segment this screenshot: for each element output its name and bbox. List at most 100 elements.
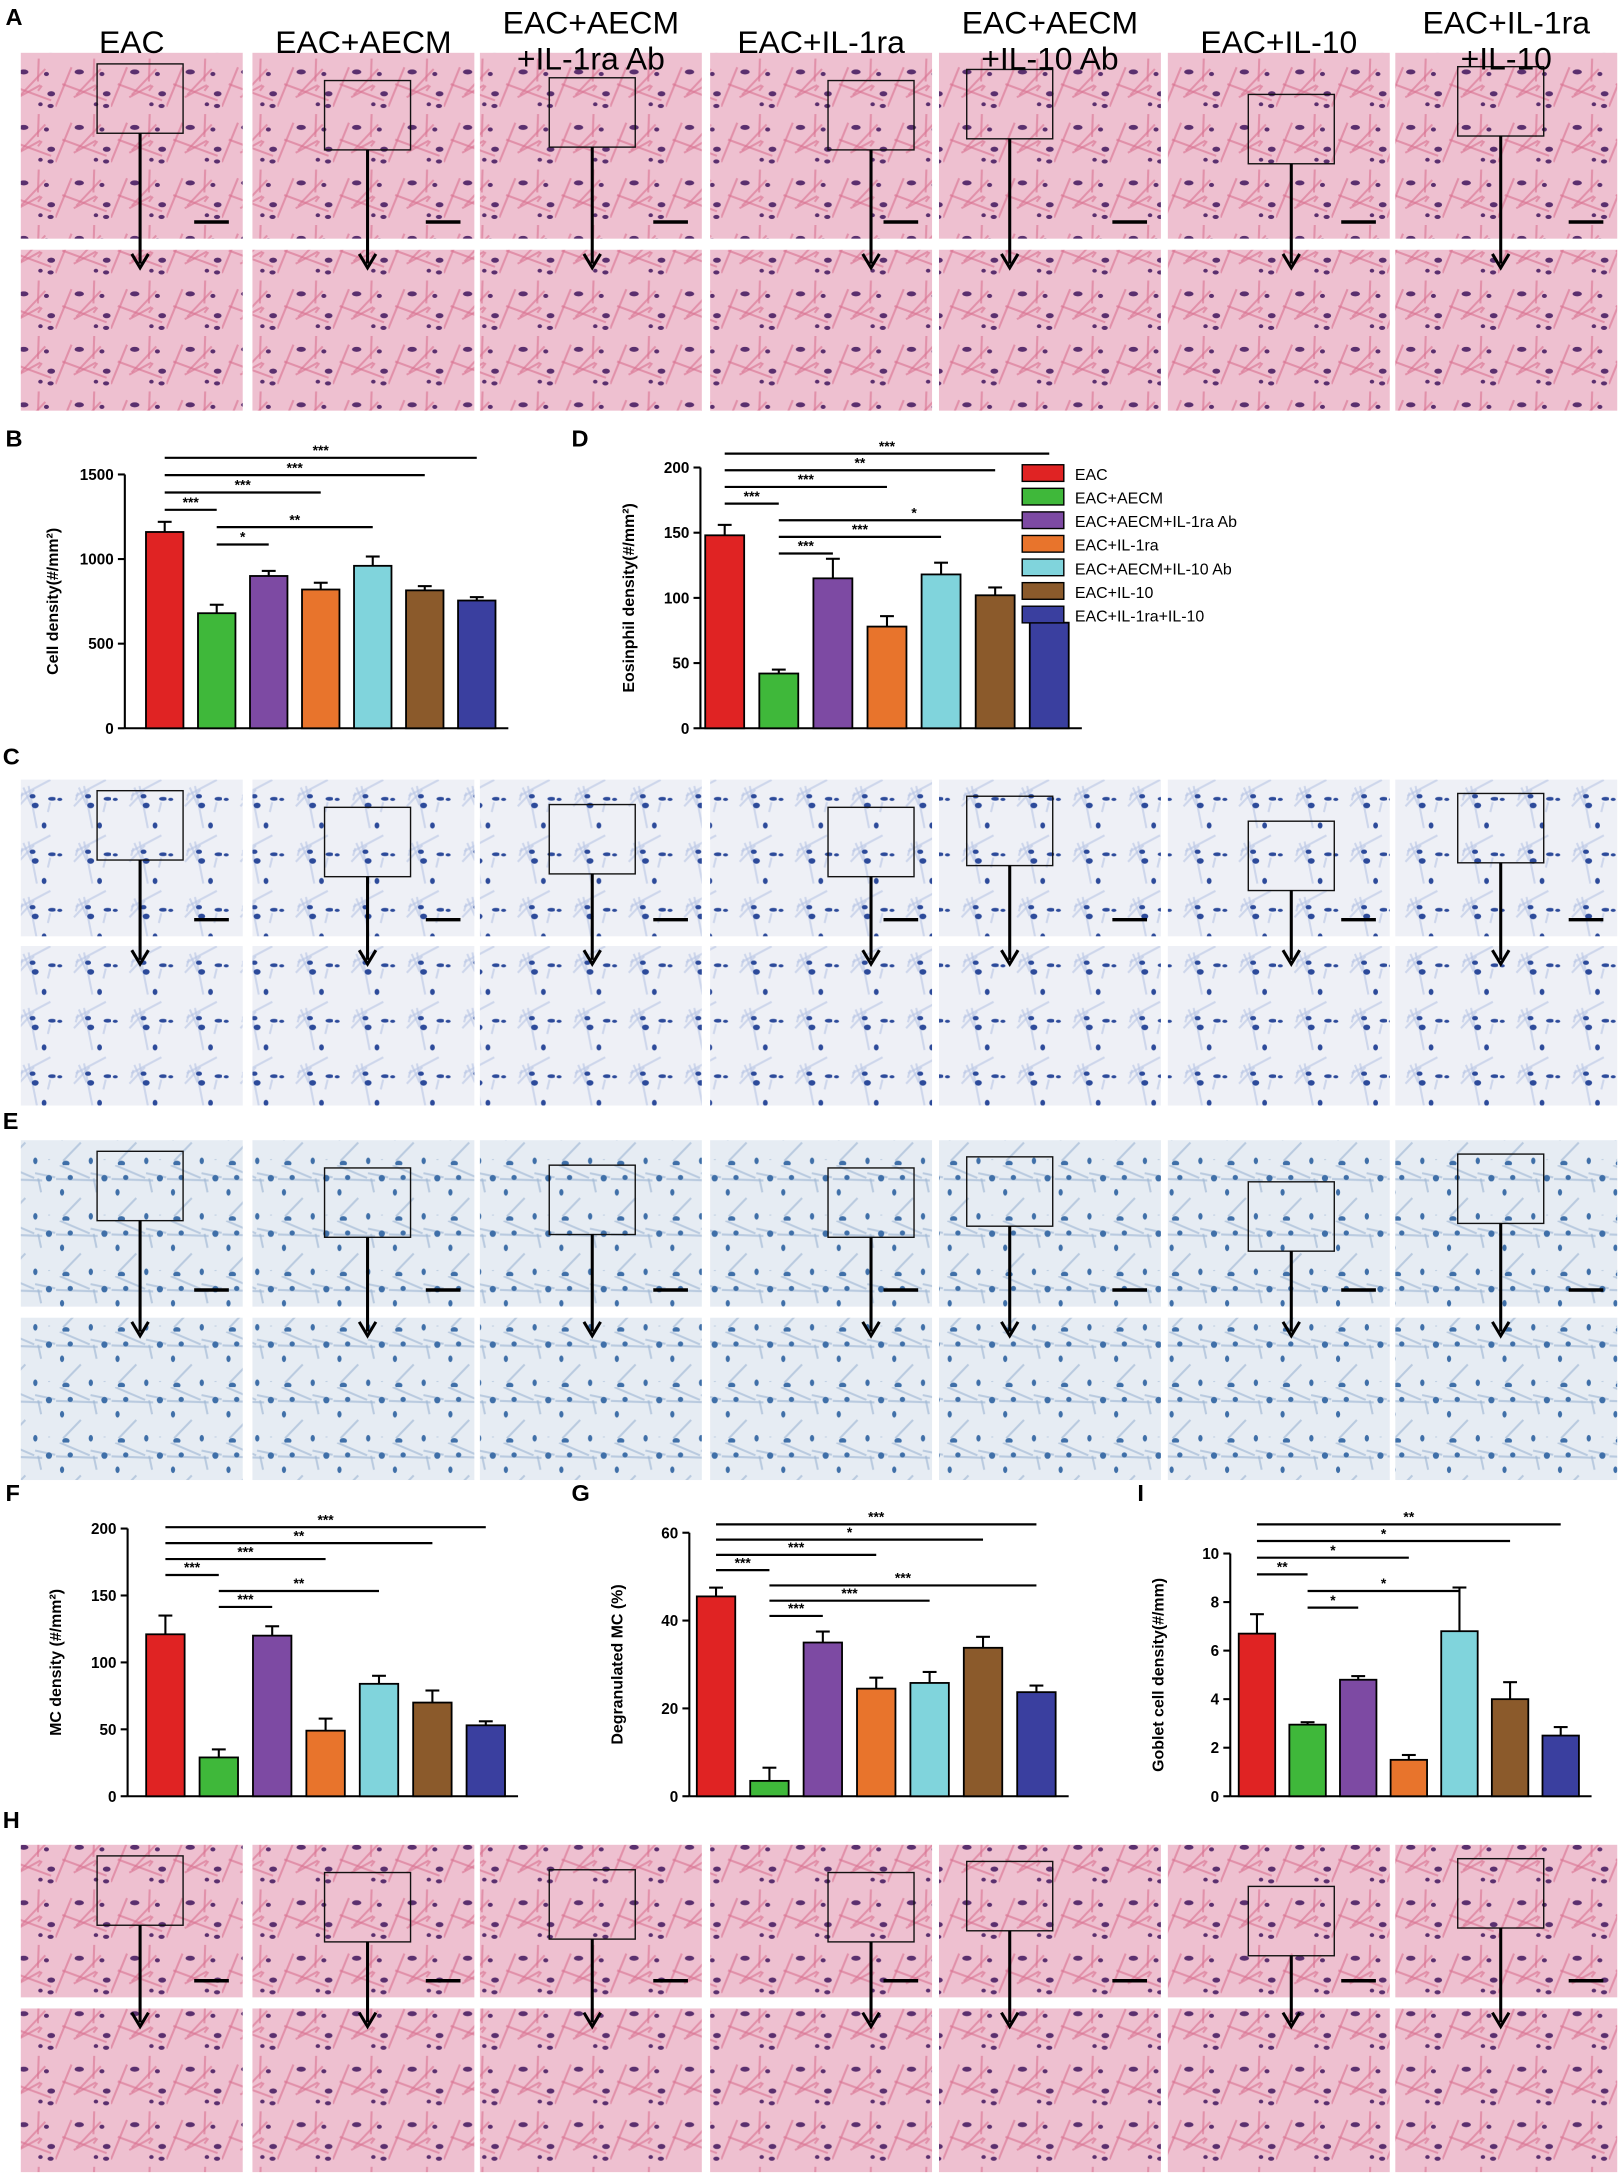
zoom-arrow-head	[357, 949, 378, 968]
significance-label: ***	[852, 521, 869, 537]
significance-label: ***	[879, 438, 896, 454]
y-tick-label: 40	[661, 1613, 678, 1630]
micrograph-zoom	[938, 1317, 1161, 1481]
zoom-arrow-head	[130, 949, 150, 968]
zoom-arrow-head	[1281, 949, 1301, 968]
micrograph-zoom	[1167, 946, 1390, 1106]
legend-label: EAC+IL-1ra	[1075, 538, 1159, 555]
panel-letter: A	[6, 4, 23, 30]
zoom-arrow-head	[357, 1321, 378, 1339]
y-tick-label: 0	[108, 1789, 116, 1806]
zoom-arrow-head	[861, 2011, 881, 2030]
significance-label: **	[1277, 1559, 1288, 1575]
y-tick-label: 0	[681, 721, 689, 738]
micrograph-zoom	[20, 946, 243, 1106]
bar	[909, 1682, 950, 1798]
bar	[1016, 1691, 1057, 1798]
y-tick-label: 8	[1211, 1595, 1220, 1612]
y-tick-label: 200	[664, 460, 689, 477]
y-tick-label: 10	[1202, 1546, 1219, 1563]
bar	[856, 1687, 897, 1798]
micrograph-zoom	[252, 2008, 475, 2173]
micrograph-zoom	[479, 2008, 702, 2173]
bar	[704, 534, 746, 730]
micrograph-zoom	[479, 1317, 702, 1481]
significance-label: ***	[313, 442, 330, 458]
zoom-arrow-head	[1491, 949, 1511, 968]
micrograph	[710, 1140, 933, 1307]
micrograph	[1395, 1844, 1618, 1998]
bar	[145, 531, 185, 730]
y-tick-label: 50	[672, 656, 689, 673]
y-tick-label: 4	[1211, 1692, 1220, 1709]
bar	[465, 1724, 506, 1798]
legend-label: EAC+IL-10	[1075, 585, 1154, 602]
y-axis-label: Cell density(#/mm²)	[45, 528, 62, 675]
zoom-arrow-head	[582, 2011, 602, 2030]
significance-label: *	[1330, 1592, 1336, 1608]
micrograph-zoom	[252, 946, 475, 1106]
bar	[1490, 1698, 1530, 1798]
legend-swatch	[1021, 534, 1065, 553]
legend-swatch	[1021, 605, 1065, 624]
micrograph-zoom	[938, 946, 1161, 1106]
significance-label: *	[1381, 1525, 1387, 1541]
zoom-arrow-head	[1491, 1321, 1511, 1339]
legend-label: EAC	[1075, 467, 1108, 484]
micrograph	[938, 779, 1161, 937]
micrograph	[252, 52, 475, 239]
micrograph	[938, 1844, 1161, 1998]
micrograph-zoom	[710, 1317, 933, 1481]
bar	[1288, 1723, 1327, 1798]
panel-letter: H	[3, 1807, 20, 1833]
significance-label: *	[911, 504, 917, 520]
significance-label: ***	[788, 1600, 805, 1616]
micrograph	[1167, 52, 1390, 239]
micrograph	[710, 52, 933, 239]
y-axis-label: MC density (#/mm²)	[48, 1589, 65, 1736]
micrograph-zoom	[1167, 2008, 1390, 2173]
y-tick-label: 60	[661, 1525, 678, 1542]
column-header: EAC+AECM	[962, 4, 1138, 40]
legend-label: EAC+AECM+IL-10 Ab	[1075, 561, 1232, 578]
bar	[1339, 1678, 1378, 1798]
micrograph	[20, 52, 243, 239]
micrograph-zoom	[252, 1317, 475, 1481]
zoom-arrow-head	[582, 1321, 602, 1339]
micrograph-zoom	[20, 1317, 243, 1481]
micrograph-zoom	[252, 249, 475, 411]
zoom-arrow-head	[1000, 253, 1020, 271]
micrograph	[20, 779, 243, 937]
bar	[145, 1633, 186, 1798]
micrograph-zoom	[1395, 2008, 1618, 2173]
significance-label: ***	[744, 488, 761, 504]
micrograph	[710, 1844, 933, 1998]
bar	[301, 588, 341, 730]
zoom-box	[96, 1150, 184, 1222]
micrograph	[20, 1140, 243, 1307]
legend-swatch	[1021, 558, 1065, 577]
significance-label: *	[847, 1524, 853, 1540]
significance-label: **	[1403, 1509, 1414, 1525]
significance-label: ***	[798, 471, 815, 487]
column-header: EAC	[99, 24, 165, 60]
micrograph-zoom	[710, 249, 933, 411]
panel-letter: B	[6, 426, 23, 452]
micrograph	[1167, 1844, 1390, 1998]
legend-label: EAC+AECM	[1075, 491, 1163, 508]
bar	[802, 1641, 843, 1798]
bar	[974, 594, 1016, 730]
significance-label: **	[293, 1527, 304, 1543]
significance-label: **	[855, 455, 866, 471]
column-header: EAC+AECM	[503, 4, 679, 40]
zoom-arrow-head	[130, 1321, 150, 1339]
micrograph	[1395, 779, 1618, 937]
column-header: EAC+IL-10	[1200, 24, 1357, 60]
y-tick-label: 1000	[80, 552, 114, 569]
panel-letter: E	[3, 1108, 19, 1134]
y-axis-label: Goblet cell density(#/mm)	[1151, 1578, 1168, 1772]
y-tick-label: 100	[91, 1655, 116, 1672]
zoom-arrow-head	[1000, 1321, 1020, 1339]
column-header: EAC+IL-1ra	[737, 24, 905, 60]
